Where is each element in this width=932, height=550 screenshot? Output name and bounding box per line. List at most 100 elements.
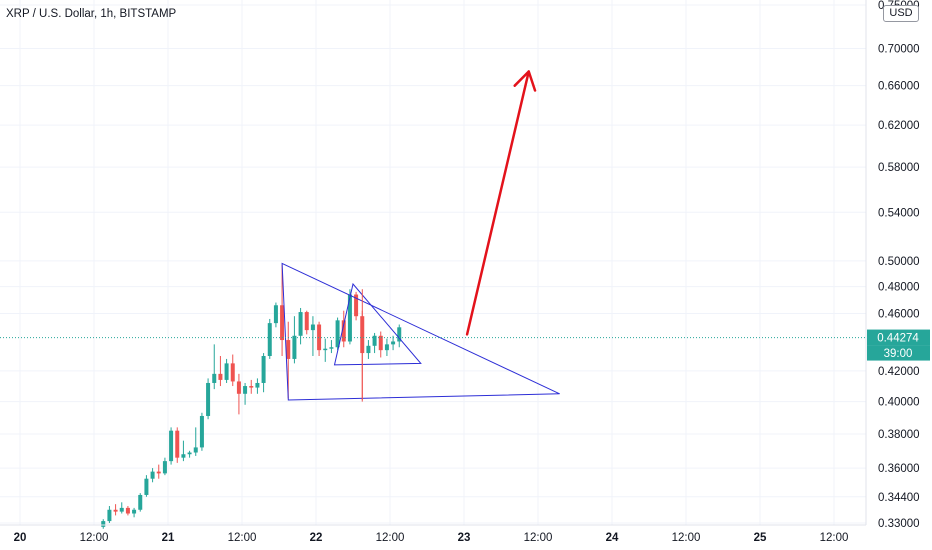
candle [187, 450, 192, 458]
candle [323, 338, 328, 362]
candle-body [280, 305, 285, 341]
candle [175, 427, 180, 463]
candle [236, 373, 241, 415]
candle [150, 468, 155, 483]
candle [335, 317, 340, 351]
price-tick-label: 0.62000 [878, 120, 920, 132]
candle-body [187, 452, 192, 455]
candle [138, 493, 143, 512]
candle [212, 344, 217, 390]
candle-body [113, 509, 118, 512]
time-axis[interactable]: 20 12:00 21 12:00 22 12:00 23 12:00 24 12:00 25 12:… [0, 524, 866, 544]
time-tick-label: 25 [754, 532, 767, 544]
time-tick-label: 20 [14, 532, 27, 544]
candle-body [206, 382, 211, 416]
candle-body [230, 363, 235, 382]
candle [372, 332, 377, 354]
time-tick-label: 12:00 [376, 532, 405, 544]
candle [255, 378, 260, 394]
candle [132, 507, 137, 518]
price-tag-value: 0.44274 [877, 333, 919, 345]
candle [261, 353, 266, 393]
candle-body [341, 320, 346, 342]
candle [384, 338, 389, 356]
candle [397, 324, 402, 348]
candle [366, 340, 371, 359]
price-tag-box [867, 329, 930, 346]
candle [391, 335, 396, 351]
candle [206, 378, 211, 420]
candle-body [132, 509, 137, 514]
price-tick-label: 0.48000 [878, 282, 920, 294]
candle-body [236, 381, 241, 394]
price-tick-label: 0.33000 [878, 518, 920, 530]
candle [144, 475, 149, 497]
candle-body [218, 373, 223, 380]
candle [199, 412, 204, 451]
candle [193, 427, 198, 456]
triangle-pattern [281, 262, 560, 401]
candles [101, 264, 402, 529]
price-tick-label: 0.36000 [878, 463, 920, 475]
time-tick-label: 24 [606, 532, 619, 544]
candle [286, 321, 291, 399]
candle-body [156, 471, 161, 474]
candle-body [391, 341, 396, 345]
price-axis[interactable]: 0.750000.700000.660000.620000.580000.540… [865, 0, 920, 530]
price-tick-label: 0.40000 [878, 397, 920, 409]
candle-body [310, 324, 315, 331]
price-tick-label: 0.34400 [878, 492, 920, 504]
small-triangle [333, 282, 422, 366]
time-tick-label: 21 [162, 532, 175, 544]
candle [218, 355, 223, 387]
candle-body [323, 348, 328, 351]
candle-body [181, 454, 186, 458]
candle-body [169, 430, 174, 462]
candle-body [193, 447, 198, 453]
candle-body [286, 340, 291, 359]
time-tick-label: 12:00 [228, 532, 257, 544]
candle-body [347, 294, 352, 342]
price-tick-label: 0.46000 [878, 308, 920, 320]
candle-body [397, 327, 402, 342]
candle-body [101, 521, 106, 527]
candle [107, 506, 112, 523]
currency-badge[interactable]: USD [883, 5, 919, 22]
arrow-shaft [465, 70, 531, 336]
projection-arrow [465, 70, 537, 336]
candle-body [378, 335, 383, 351]
price-tick-label: 0.66000 [878, 81, 920, 93]
candle [304, 310, 309, 335]
candle [181, 440, 186, 462]
time-tick-label: 22 [310, 532, 323, 544]
arrow-head [513, 70, 537, 92]
candle-body [261, 355, 266, 383]
time-tick-label: 12:00 [524, 532, 553, 544]
candle [156, 464, 161, 479]
candle [162, 457, 167, 476]
candle [341, 310, 346, 348]
candle [169, 427, 174, 465]
time-tick-label: 12:00 [80, 532, 109, 544]
candle-body [199, 415, 204, 448]
candle-body [175, 430, 180, 458]
candle [243, 382, 248, 405]
candle-body [372, 335, 377, 346]
candle-body [243, 386, 248, 394]
candle-body [298, 312, 303, 336]
candle [101, 519, 106, 529]
countdown-box [867, 345, 930, 361]
candle-body [366, 345, 371, 354]
candle [119, 502, 124, 514]
candle-body [150, 471, 155, 479]
candle-body [144, 478, 149, 495]
grid-lines [0, 0, 866, 525]
candle [280, 264, 285, 356]
candle-body [224, 363, 229, 380]
candle [298, 307, 303, 345]
candle [267, 318, 272, 359]
time-tick-label: 23 [458, 532, 471, 544]
candle [230, 354, 235, 387]
candle-body [138, 494, 143, 510]
